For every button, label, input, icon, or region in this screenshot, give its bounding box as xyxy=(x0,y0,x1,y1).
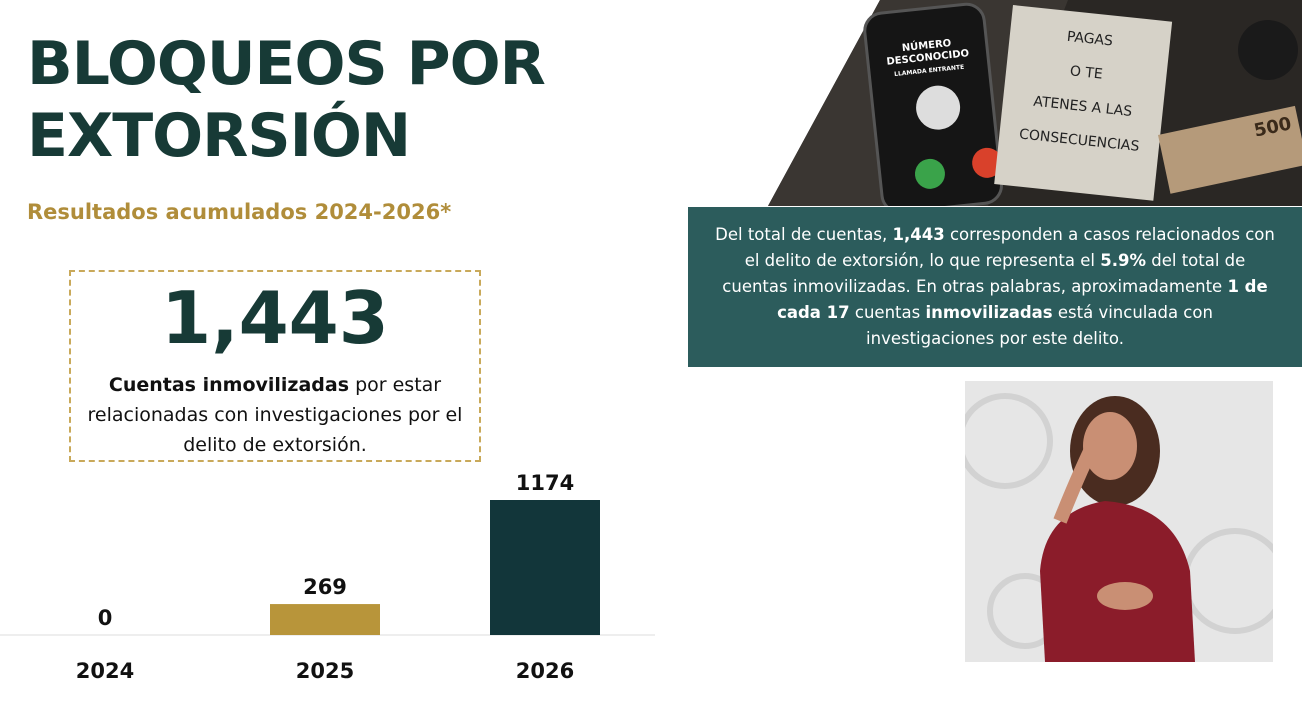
bold-text: Cuentas inmovilizadas xyxy=(108,374,350,396)
banknote: 500 xyxy=(1158,105,1302,194)
x-tick-label: 2024 xyxy=(76,659,134,683)
value-label: 1174 xyxy=(516,471,574,495)
title: BLOQUEOS POR EXTORSIÓN xyxy=(27,29,546,171)
note-text: PAGAS xyxy=(1066,29,1114,50)
chart: 0 2024 269 2025 1174 2026 xyxy=(0,471,655,683)
bold-text: inmovilizadas xyxy=(925,303,1053,322)
text: Del total de cuentas, xyxy=(715,225,893,244)
phone: NÚMERODESCONOCIDOLLAMADA ENTRANTE xyxy=(863,2,1003,206)
bold-text: 5.9% xyxy=(1100,251,1146,270)
bold-text: 1,443 xyxy=(892,225,945,244)
bold-text: 1 de cada 17 xyxy=(777,277,1268,322)
bar xyxy=(270,604,380,635)
x-tick-label: 2026 xyxy=(516,659,574,683)
note: PAGASO TEATENES A LASCONSECUENCIAS xyxy=(994,5,1173,201)
subtitle: Resultados acumulados 2024-2026* xyxy=(27,200,452,224)
info-panel: Del total de cuentas, 1,443 corresponden… xyxy=(688,207,1302,367)
highlight-box: 1,443 Cuentas inmovilizadas por estar re… xyxy=(69,270,481,462)
text: cuentas xyxy=(849,303,926,322)
note-text: O TE xyxy=(1069,63,1103,82)
value-label: 0 xyxy=(98,606,113,630)
info-text: Del total de cuentas, 1,443 corresponden… xyxy=(715,222,1275,352)
person xyxy=(1238,20,1298,80)
text: del total de cuentas inmovilizadas. En o… xyxy=(722,251,1246,296)
photo: NÚMERODESCONOCIDOLLAMADA ENTRANTE PAGAS O… xyxy=(768,0,1302,206)
interpreter-video xyxy=(965,381,1273,662)
x-tick-label: 2025 xyxy=(296,659,354,683)
highlight-number: 1,443 xyxy=(161,276,389,360)
value-label: 269 xyxy=(303,575,347,599)
highlight-text: Cuentas inmovilizadas por estar relacion… xyxy=(80,370,470,460)
text: está vinculada con investigaciones por e… xyxy=(866,303,1213,348)
text: corresponden a casos relacionados con el… xyxy=(744,225,1275,270)
bar xyxy=(490,500,600,635)
text: por estar relacionadas con investigacion… xyxy=(87,374,463,456)
